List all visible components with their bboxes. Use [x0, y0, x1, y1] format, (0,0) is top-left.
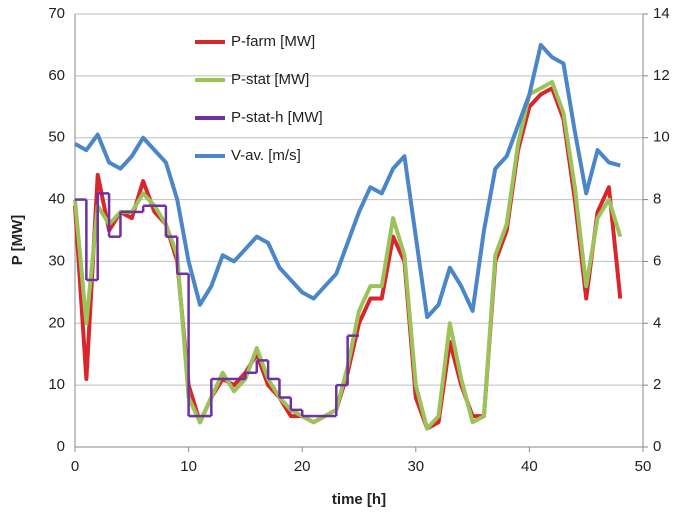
series-line	[74, 42, 621, 320]
y-tick-label: 10	[48, 376, 65, 393]
y-tick-label: 60	[48, 67, 65, 84]
x-axis-title: time [h]	[332, 491, 386, 508]
y2-tick-label: 2	[653, 376, 661, 393]
x-tick-label: 40	[521, 458, 538, 475]
x-tick-label: 0	[71, 458, 79, 475]
x-tick-label: 20	[294, 458, 311, 475]
x-tick-label: 50	[635, 458, 652, 475]
y-axis-title: P [MW]	[9, 215, 26, 266]
x-tick-label: 30	[407, 458, 424, 475]
y2-tick-label: 0	[653, 438, 661, 455]
y2-tick-label: 4	[653, 314, 661, 331]
y2-tick-label: 10	[653, 129, 670, 146]
legend-label: P-stat [MW]	[231, 71, 309, 88]
y2-tick-label: 6	[653, 252, 661, 269]
y-tick-label: 0	[57, 438, 65, 455]
y2-tick-label: 14	[653, 5, 670, 22]
legend-label: V-av. [m/s]	[231, 147, 301, 164]
legend-label: P-farm [MW]	[231, 33, 315, 50]
y-tick-label: 50	[48, 129, 65, 146]
y-tick-label: 20	[48, 314, 65, 331]
legend-label: P-stat-h [MW]	[231, 109, 323, 126]
y2-tick-label: 12	[653, 67, 670, 84]
y-tick-label: 40	[48, 191, 65, 208]
x-tick-label: 10	[180, 458, 197, 475]
y-tick-label: 30	[48, 252, 65, 269]
y-tick-label: 70	[48, 5, 65, 22]
y2-tick-label: 8	[653, 191, 661, 208]
